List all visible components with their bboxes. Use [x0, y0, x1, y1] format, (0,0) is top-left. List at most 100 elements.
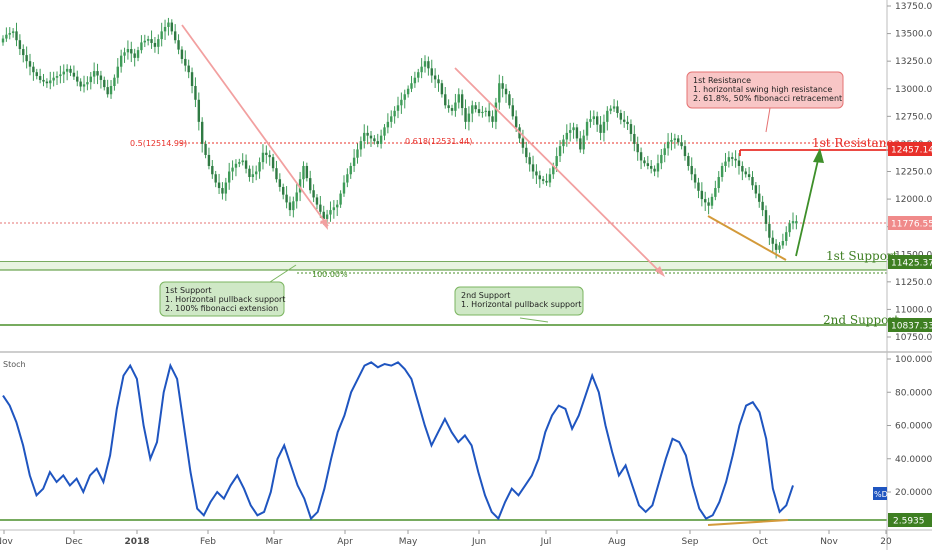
badge-resistance-text: 12457.14: [891, 146, 932, 156]
stoch-d-line: [2, 361, 794, 521]
candle-body: [295, 192, 298, 202]
candle-body: [568, 130, 572, 133]
candle-body: [65, 68, 69, 72]
candle-body: [288, 202, 292, 211]
candle-body: [616, 106, 619, 114]
candle-body: [278, 179, 282, 187]
trend-arrow-1-head: [320, 219, 328, 230]
candle-body: [609, 108, 612, 111]
candle-body: [342, 182, 346, 194]
candle-body: [18, 40, 22, 50]
candle-body: [450, 108, 454, 111]
candle-body: [666, 141, 670, 149]
candle-body: [302, 165, 305, 180]
stoch-tick-label: 80.0000: [895, 388, 932, 398]
candle-body: [467, 113, 471, 122]
candle-body: [224, 182, 228, 194]
candle-body: [329, 210, 332, 215]
price-tick-label: 13750.00: [895, 2, 932, 12]
candle-body: [778, 245, 781, 250]
candle-body: [22, 49, 25, 56]
candle-body: [420, 66, 423, 73]
price-tick-label: 13000.00: [895, 85, 932, 95]
candle-body: [785, 232, 788, 242]
candle-body: [376, 141, 379, 144]
support-2-note-title: 2nd Support: [461, 291, 510, 300]
candle-body: [62, 71, 65, 75]
candle-body: [244, 160, 248, 169]
badge-resistance: 12457.14: [888, 142, 932, 156]
candle-body: [238, 162, 241, 164]
candle-body: [251, 174, 255, 178]
candle-body: [423, 61, 427, 67]
stoch-tick-label: 20.0000: [895, 488, 932, 498]
candle-body: [768, 223, 771, 238]
candle-series: [1, 17, 798, 259]
candle-body: [788, 223, 791, 233]
candle-body: [325, 214, 329, 219]
resistance-note-line1: 1. horizontal swing high resistance: [693, 85, 832, 94]
candle-body: [639, 152, 643, 161]
candle-body: [69, 68, 72, 73]
candle-body: [440, 83, 444, 95]
candle-body: [106, 87, 109, 95]
badge-support-2: 10837.33: [888, 318, 932, 332]
candle-body: [710, 196, 714, 206]
candle-body: [217, 182, 221, 189]
candle-body: [393, 110, 396, 117]
candle-body: [582, 135, 585, 150]
candle-body: [410, 83, 413, 89]
candle-body: [670, 140, 673, 142]
candle-body: [673, 138, 677, 141]
candle-body: [45, 81, 49, 84]
candle-body: [11, 31, 15, 34]
candle-body: [562, 139, 565, 147]
candle-body: [758, 193, 761, 202]
candle-body: [214, 174, 217, 183]
candle-body: [791, 221, 795, 224]
candle-body: [653, 168, 656, 172]
candle-body: [184, 58, 187, 66]
candle-body: [680, 142, 683, 147]
candle-body: [130, 49, 133, 54]
time-tick-label: Jul: [540, 537, 552, 547]
candle-body: [146, 39, 150, 41]
resistance-note-line2: 2. 61.8%, 50% fibonacci retracement: [693, 94, 842, 103]
candle-body: [140, 42, 143, 51]
price-tick-label: 12750.00: [895, 112, 932, 122]
candle-body: [298, 179, 302, 193]
candle-body: [234, 163, 238, 168]
candle-body: [136, 50, 140, 58]
candle-body: [774, 243, 778, 250]
candle-body: [413, 77, 417, 84]
candle-body: [619, 113, 623, 120]
candle-body: [677, 138, 680, 143]
candle-body: [28, 61, 32, 67]
candle-body: [86, 82, 89, 85]
candle-body: [400, 99, 403, 106]
candle-body: [491, 116, 494, 122]
candle-body: [143, 40, 146, 43]
candle-body: [322, 211, 325, 219]
candle-body: [744, 171, 747, 175]
candle-body: [1, 38, 5, 43]
candle-body: [545, 180, 548, 183]
candle-body: [35, 72, 38, 77]
support1-note-pointer: [269, 264, 297, 283]
candle-body: [444, 94, 447, 106]
candle-body: [477, 109, 481, 114]
candle-body: [538, 175, 541, 180]
candle-body: [585, 121, 589, 136]
price-divergence-line: [707, 215, 787, 261]
badge-stoch-value-text: 2.5935: [893, 517, 925, 527]
candle-body: [379, 135, 383, 144]
candle-body: [167, 22, 170, 27]
time-tick-label: 20: [880, 537, 892, 547]
price-tick-label: 12250.00: [895, 168, 932, 178]
candle-body: [595, 116, 599, 125]
price-tick-label: 10750.00: [895, 333, 932, 343]
candle-body: [268, 154, 271, 158]
candle-body: [52, 77, 55, 81]
candle-body: [82, 84, 86, 87]
candle-body: [727, 157, 731, 162]
